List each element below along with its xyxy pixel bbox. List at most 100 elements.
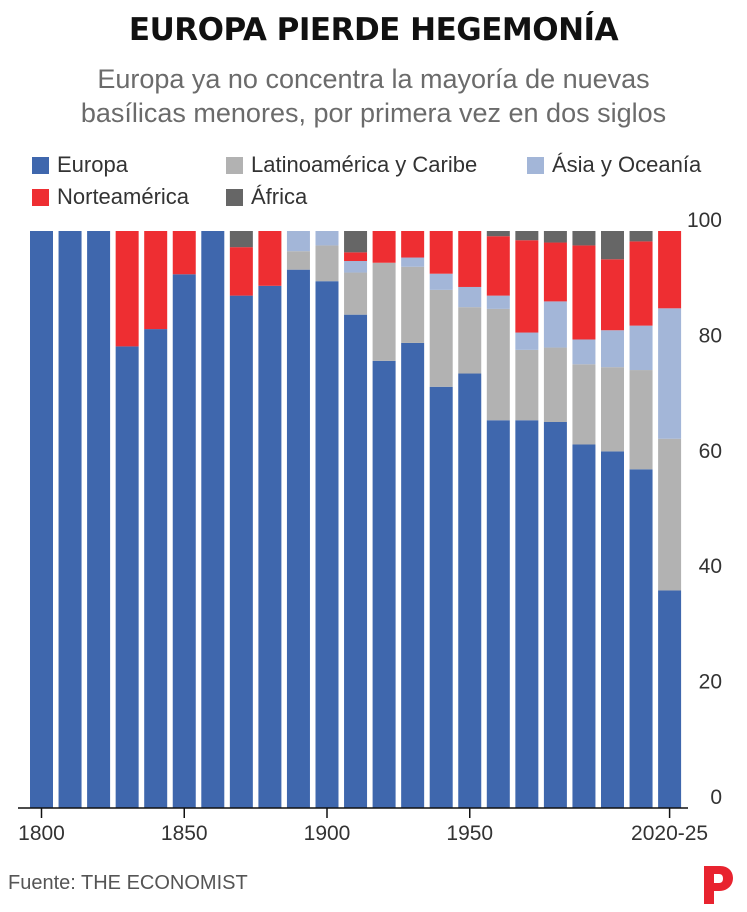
chart-title: EUROPA PIERDE HEGEMONÍA bbox=[128, 12, 619, 48]
bar-segment-1910-4 bbox=[344, 231, 368, 253]
bar-segment-1960-1 bbox=[486, 308, 510, 421]
legend-item-europa: Europa bbox=[32, 152, 128, 178]
legend-item-asia: Ásia y Oceanía bbox=[527, 152, 701, 178]
bar-segment-2020-25-0 bbox=[658, 590, 682, 808]
bar-segment-1980-4 bbox=[543, 231, 567, 243]
x-tick-label-1800: 1800 bbox=[18, 822, 65, 845]
legend-swatch-latinoamerica bbox=[226, 156, 243, 174]
bar-segment-2000-1 bbox=[601, 367, 624, 452]
x-tick-label-1950: 1950 bbox=[446, 822, 493, 845]
x-tick-label-2020-25: 2020-25 bbox=[631, 822, 708, 845]
bar-segment-1950-3 bbox=[458, 231, 482, 287]
bar-segment-1900-2 bbox=[315, 231, 339, 246]
bar-segment-1800-0 bbox=[30, 231, 53, 808]
bar-segment-1940-0 bbox=[429, 386, 453, 808]
legend-swatch-norteamerica bbox=[32, 188, 49, 206]
bar-segment-1870-4 bbox=[229, 231, 253, 248]
bar-segment-2000-3 bbox=[601, 259, 624, 331]
bar-segment-1970-2 bbox=[515, 332, 539, 350]
bar-segment-1960-4 bbox=[486, 231, 510, 237]
bar-segment-1950-1 bbox=[458, 307, 482, 374]
x-tick-label-1850: 1850 bbox=[161, 822, 208, 845]
bar-segment-1900-1 bbox=[315, 245, 339, 282]
bar-segment-1850-3 bbox=[172, 231, 196, 275]
bar-segment-1860-0 bbox=[201, 231, 225, 808]
bar-segment-1980-1 bbox=[543, 347, 567, 422]
bar-segment-1990-2 bbox=[572, 339, 596, 365]
legend-swatch-asia bbox=[527, 156, 544, 174]
legend-label-latinoamerica: Latinoamérica y Caribe bbox=[251, 152, 478, 177]
y-tick-label-60: 60 bbox=[699, 440, 722, 463]
bar-segment-1940-3 bbox=[429, 231, 453, 274]
legend-label-norteamerica: Norteamérica bbox=[57, 184, 190, 209]
bar-segment-1870-0 bbox=[229, 295, 253, 808]
bar-segment-1900-0 bbox=[315, 281, 339, 809]
bar-segment-1960-3 bbox=[486, 236, 510, 296]
legend-label-europa: Europa bbox=[57, 152, 128, 177]
bar-segment-1880-3 bbox=[258, 231, 282, 286]
bar-segment-1930-1 bbox=[401, 266, 425, 343]
bar-segment-1940-2 bbox=[429, 273, 453, 290]
bar-segment-2020-25-3 bbox=[658, 231, 682, 309]
bar-segment-1920-1 bbox=[372, 262, 396, 361]
chart-subtitle: Europa ya no concentra la mayoría de nue… bbox=[0, 62, 747, 130]
subtitle-line-1: Europa ya no concentra la mayoría de nue… bbox=[97, 64, 650, 94]
bar-segment-1890-1 bbox=[286, 251, 310, 270]
bar-segment-1910-2 bbox=[344, 261, 368, 273]
bar-segment-1850-0 bbox=[172, 274, 196, 808]
bar-segment-1940-1 bbox=[429, 289, 453, 387]
bar-segment-1880-0 bbox=[258, 285, 282, 808]
x-tick-label-1900: 1900 bbox=[304, 822, 351, 845]
bar-segment-1840-0 bbox=[144, 329, 168, 808]
bar-segment-1990-1 bbox=[572, 364, 596, 445]
legend-swatch-europa bbox=[32, 156, 49, 174]
subtitle-line-2: basílicas menores, por primera vez en do… bbox=[80, 98, 667, 128]
bar-segment-1810-0 bbox=[58, 231, 82, 808]
red-p-logo-icon bbox=[704, 866, 733, 904]
bar-segment-1930-3 bbox=[401, 231, 425, 258]
bar-segment-1920-0 bbox=[372, 360, 396, 808]
bar-segment-1950-2 bbox=[458, 286, 482, 308]
y-tick-label-40: 40 bbox=[699, 555, 722, 578]
bar-segment-1950-0 bbox=[458, 373, 482, 808]
bar-segment-1830-0 bbox=[115, 346, 139, 808]
legend-label-africa: África bbox=[251, 184, 308, 209]
bar-segment-1820-0 bbox=[87, 231, 111, 808]
legend-label-asia: Ásia y Oceanía bbox=[552, 152, 702, 177]
bar-segment-1980-0 bbox=[543, 421, 567, 808]
bar-segment-2010-3 bbox=[629, 241, 653, 326]
chart-legend: Europa Latinoamérica y Caribe Ásia y Oce… bbox=[0, 146, 747, 216]
bar-segment-1870-3 bbox=[229, 247, 253, 296]
bar-segment-1920-3 bbox=[372, 231, 396, 263]
legend-item-norteamerica: Norteamérica bbox=[32, 184, 189, 210]
bar-segment-2000-2 bbox=[601, 330, 624, 368]
y-tick-label-0: 0 bbox=[710, 786, 722, 809]
legend-swatch-africa bbox=[226, 188, 243, 206]
bar-segment-2020-25-1 bbox=[658, 438, 682, 591]
bar-segment-1970-3 bbox=[515, 240, 539, 333]
bar-segment-1830-3 bbox=[115, 231, 139, 347]
y-tick-label-80: 80 bbox=[699, 324, 722, 347]
legend-item-africa: África bbox=[226, 184, 307, 210]
bar-segment-2000-0 bbox=[601, 451, 624, 808]
bar-segment-1980-2 bbox=[543, 301, 567, 348]
bar-segment-1910-3 bbox=[344, 252, 368, 262]
bar-segment-2010-4 bbox=[629, 231, 653, 242]
bar-segment-1970-1 bbox=[515, 349, 539, 421]
bar-segment-1960-0 bbox=[486, 420, 510, 808]
bar-segment-2010-0 bbox=[629, 469, 653, 808]
bar-segment-1990-0 bbox=[572, 444, 596, 808]
bar-segment-1930-2 bbox=[401, 257, 425, 267]
y-tick-label-100: 100 bbox=[687, 209, 722, 232]
bar-segment-1970-0 bbox=[515, 420, 539, 808]
bar-segment-1910-1 bbox=[344, 272, 368, 315]
bar-segment-2010-2 bbox=[629, 325, 653, 371]
bar-segment-1960-2 bbox=[486, 295, 510, 309]
stacked-bar-chart: 1800 1850 1900 1950 2020-250 20 40 60 80 100 bbox=[18, 209, 722, 845]
bar-segment-1910-0 bbox=[344, 314, 368, 808]
bar-segment-1890-2 bbox=[286, 231, 310, 252]
bar-segment-1970-4 bbox=[515, 231, 539, 241]
bar-segment-1990-3 bbox=[572, 245, 596, 340]
legend-item-latinoamerica: Latinoamérica y Caribe bbox=[226, 152, 477, 178]
bar-segment-1840-3 bbox=[144, 231, 168, 330]
